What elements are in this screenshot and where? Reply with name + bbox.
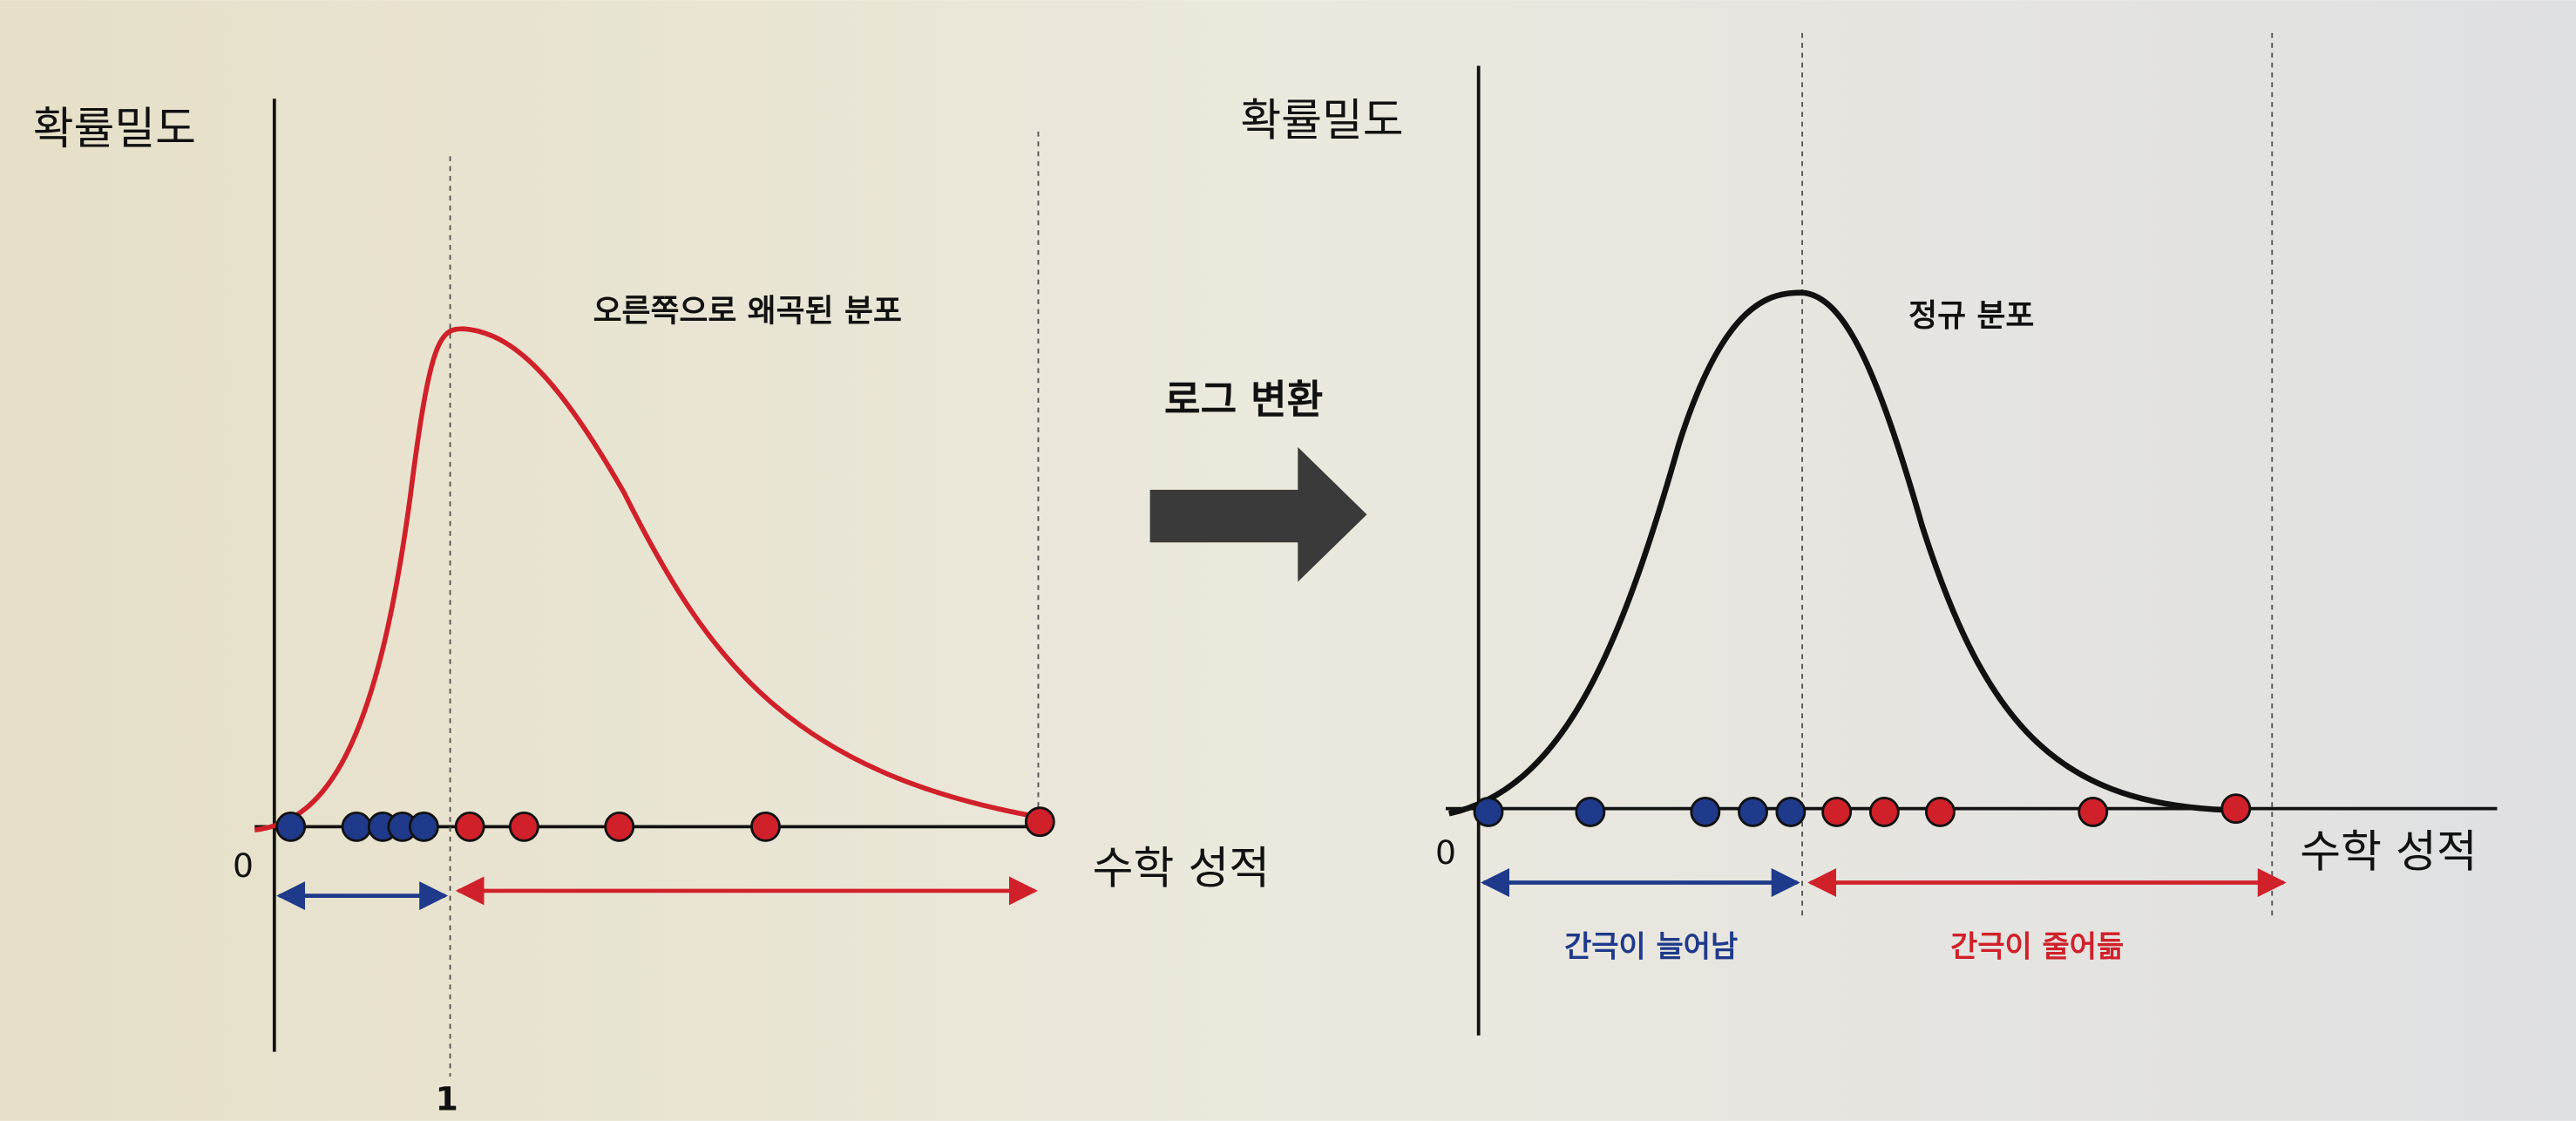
point xyxy=(454,811,485,842)
point xyxy=(604,811,635,842)
transform-arrow xyxy=(1149,446,1367,582)
point xyxy=(1575,796,1606,827)
transform-label: 로그 변환 xyxy=(1164,377,1323,423)
point xyxy=(341,811,372,842)
point xyxy=(1924,796,1956,827)
point xyxy=(2220,793,2252,825)
data-points xyxy=(1473,793,2252,827)
point xyxy=(1868,796,1900,827)
data-points xyxy=(275,806,1055,842)
gap-label: 간극이 줄어듦 xyxy=(1950,930,2124,964)
transform: 로그 변환 xyxy=(1149,377,1367,582)
point xyxy=(1473,796,1504,827)
point xyxy=(275,811,307,842)
x-axis-label: 수학 성적 xyxy=(2300,826,2477,878)
x-axis-label: 수학 성적 xyxy=(1093,843,1270,894)
point xyxy=(1821,796,1853,827)
right-panel: 확률밀도 정규 분포 0 수학 성적 간극이 늘어남 간극이 줄어듦 xyxy=(1240,32,2498,1036)
left-panel: 확률밀도 오른쪽으로 왜곡된 분포 0 1 수학 성적 xyxy=(33,99,1270,1118)
point xyxy=(1775,796,1807,827)
skewed-curve xyxy=(254,326,1039,832)
normal-curve xyxy=(1448,289,2234,817)
curve-label: 오른쪽으로 왜곡된 분포 xyxy=(593,293,902,329)
y-axis-label: 확률밀도 xyxy=(1240,96,1403,147)
tick-label: 1 xyxy=(436,1080,458,1118)
origin-label: 0 xyxy=(233,846,254,885)
y-axis-label: 확률밀도 xyxy=(33,104,196,155)
point xyxy=(750,811,781,842)
curve-label: 정규 분포 xyxy=(1908,298,2034,334)
origin-label: 0 xyxy=(1435,833,1456,872)
point xyxy=(1024,806,1055,838)
point xyxy=(508,811,539,842)
point xyxy=(408,811,439,842)
gap-label: 간극이 늘어남 xyxy=(1564,930,1738,964)
point xyxy=(1690,796,1721,827)
point xyxy=(2078,796,2109,827)
point xyxy=(1738,796,1768,827)
